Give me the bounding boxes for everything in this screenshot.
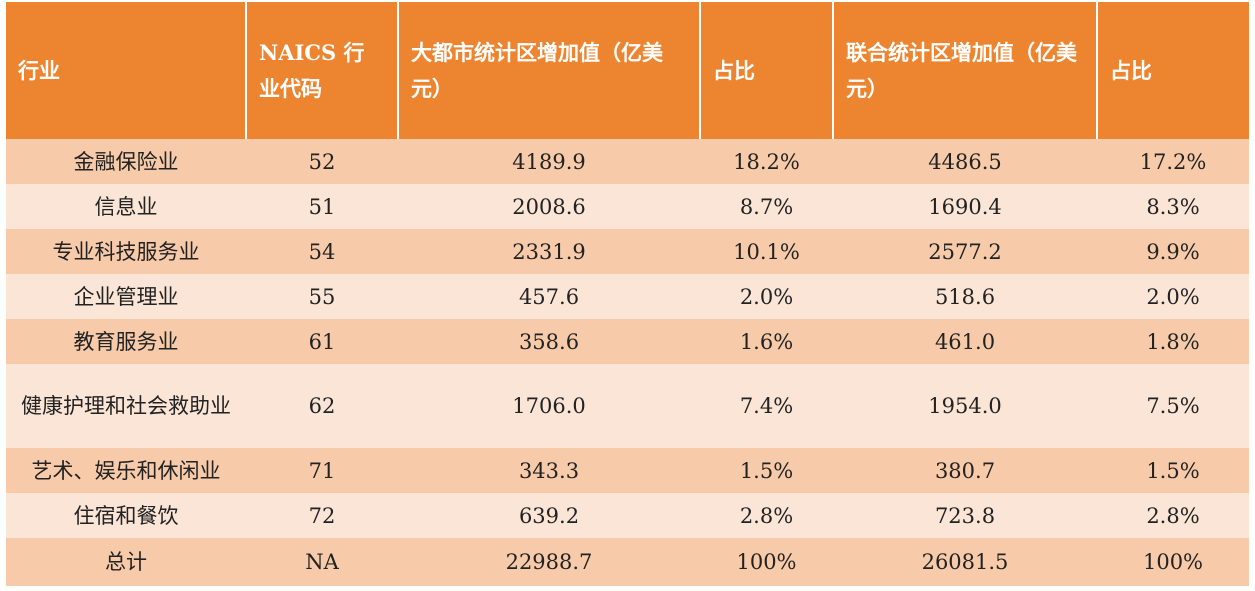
csa-share-cell: 1.5% — [1097, 448, 1249, 493]
csa-value-cell: 26081.5 — [833, 538, 1097, 586]
csa-value-cell: 380.7 — [833, 448, 1097, 493]
industry-cell: 总计 — [6, 538, 246, 586]
table-row: 健康护理和社会救助业 62 1706.0 7.4% 1954.0 7.5% — [6, 364, 1249, 448]
msa-value-cell: 22988.7 — [398, 538, 700, 586]
column-header-industry: 行业 — [6, 2, 247, 139]
csa-share-cell: 2.8% — [1097, 493, 1249, 538]
table-row: 企业管理业 55 457.6 2.0% 518.6 2.0% — [6, 274, 1249, 319]
naics-code-cell: 62 — [246, 364, 398, 448]
industry-cell: 艺术、娱乐和休闲业 — [6, 448, 246, 493]
msa-share-cell: 18.2% — [700, 139, 833, 184]
industry-cell: 健康护理和社会救助业 — [6, 364, 246, 448]
csa-value-cell: 1690.4 — [833, 184, 1097, 229]
msa-share-cell: 1.6% — [700, 319, 833, 364]
column-header-msa-share: 占比 — [700, 2, 834, 139]
naics-code-cell: 61 — [246, 319, 398, 364]
column-header-msa-value-added: 大都市统计区增加值（亿美元） — [398, 2, 701, 139]
msa-value-cell: 358.6 — [398, 319, 700, 364]
msa-share-cell: 7.4% — [700, 364, 833, 448]
table-row: 金融保险业 52 4189.9 18.2% 4486.5 17.2% — [6, 139, 1249, 184]
naics-code-cell: 51 — [246, 184, 398, 229]
column-header-csa-share: 占比 — [1097, 2, 1249, 139]
csa-share-cell: 17.2% — [1097, 139, 1249, 184]
csa-value-cell: 4486.5 — [833, 139, 1097, 184]
table-row: 教育服务业 61 358.6 1.6% 461.0 1.8% — [6, 319, 1249, 364]
csa-share-cell: 1.8% — [1097, 319, 1249, 364]
csa-value-cell: 2577.2 — [833, 229, 1097, 274]
naics-code-cell: 55 — [246, 274, 398, 319]
naics-code-cell: 71 — [246, 448, 398, 493]
csa-value-cell: 1954.0 — [833, 364, 1097, 448]
industry-cell: 住宿和餐饮 — [6, 493, 246, 538]
csa-share-cell: 7.5% — [1097, 364, 1249, 448]
csa-value-cell: 518.6 — [833, 274, 1097, 319]
msa-share-cell: 8.7% — [700, 184, 833, 229]
industry-cell: 企业管理业 — [6, 274, 246, 319]
msa-share-cell: 1.5% — [700, 448, 833, 493]
table-row: 专业科技服务业 54 2331.9 10.1% 2577.2 9.9% — [6, 229, 1249, 274]
table-row: 艺术、娱乐和休闲业 71 343.3 1.5% 380.7 1.5% — [6, 448, 1249, 493]
naics-code-cell: 52 — [246, 139, 398, 184]
csa-share-cell: 2.0% — [1097, 274, 1249, 319]
table-total-row: 总计 NA 22988.7 100% 26081.5 100% — [6, 538, 1249, 586]
industry-cell: 教育服务业 — [6, 319, 246, 364]
column-header-csa-value-added: 联合统计区增加值（亿美元） — [833, 2, 1098, 139]
msa-value-cell: 343.3 — [398, 448, 700, 493]
msa-value-cell: 2331.9 — [398, 229, 700, 274]
msa-value-cell: 639.2 — [398, 493, 700, 538]
msa-value-cell: 457.6 — [398, 274, 700, 319]
csa-share-cell: 8.3% — [1097, 184, 1249, 229]
table-row: 信息业 51 2008.6 8.7% 1690.4 8.3% — [6, 184, 1249, 229]
table-header-row: 行业 NAICS 行业代码 大都市统计区增加值（亿美元） 占比 联合统计区增加值… — [6, 2, 1249, 139]
industry-cell: 专业科技服务业 — [6, 229, 246, 274]
csa-value-cell: 723.8 — [833, 493, 1097, 538]
naics-code-cell: NA — [246, 538, 398, 586]
msa-share-cell: 2.8% — [700, 493, 833, 538]
table-row: 住宿和餐饮 72 639.2 2.8% 723.8 2.8% — [6, 493, 1249, 538]
industry-cell: 金融保险业 — [6, 139, 246, 184]
industry-cell: 信息业 — [6, 184, 246, 229]
msa-share-cell: 2.0% — [700, 274, 833, 319]
industry-value-added-table: 行业 NAICS 行业代码 大都市统计区增加值（亿美元） 占比 联合统计区增加值… — [6, 2, 1249, 586]
column-header-naics-code: NAICS 行业代码 — [246, 2, 399, 139]
msa-share-cell: 10.1% — [700, 229, 833, 274]
msa-value-cell: 2008.6 — [398, 184, 700, 229]
msa-value-cell: 4189.9 — [398, 139, 700, 184]
csa-share-cell: 100% — [1097, 538, 1249, 586]
msa-value-cell: 1706.0 — [398, 364, 700, 448]
msa-share-cell: 100% — [700, 538, 833, 586]
naics-code-cell: 72 — [246, 493, 398, 538]
csa-value-cell: 461.0 — [833, 319, 1097, 364]
naics-code-cell: 54 — [246, 229, 398, 274]
csa-share-cell: 9.9% — [1097, 229, 1249, 274]
